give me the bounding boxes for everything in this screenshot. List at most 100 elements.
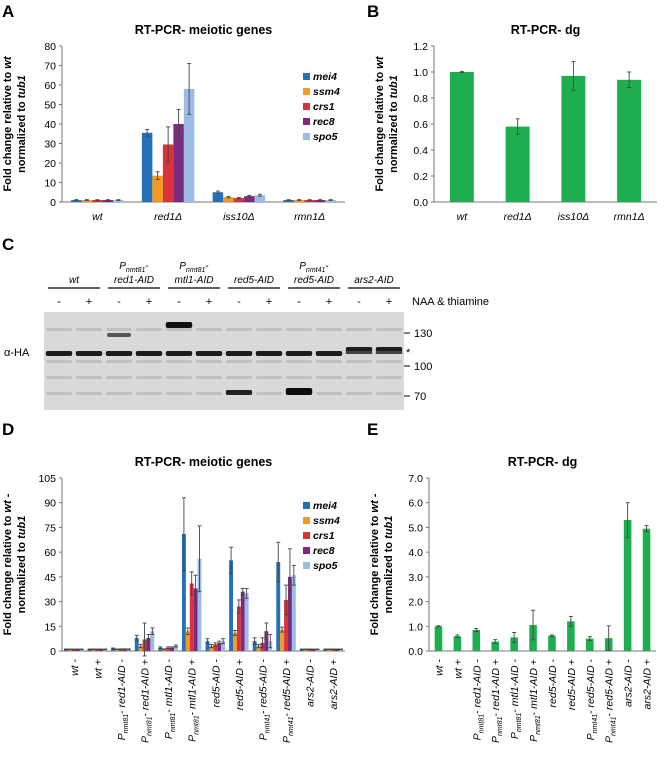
chart-d-errorbar-3-0 [134,634,139,641]
chart-e-ytick-label-3: 3.0 [408,572,423,584]
chart-d-bar-8-3 [264,631,269,651]
chart-d-bar-11-1 [327,649,332,651]
chart-d-errorbar-0-0 [63,648,68,651]
blot-lane-sign-6: - [237,296,241,308]
chart-a-legend-label-3: rec8 [313,116,335,128]
chart-d-bar-3-0 [134,637,139,651]
chart-a-legend-swatch-1 [303,88,310,95]
chart-b-ytick-label-5: 1.0 [413,67,428,79]
chart-a-bar-1-1 [152,175,163,202]
chart-d-bar-3-3 [146,637,151,651]
blot-main-band-7 [255,351,283,356]
chart-d-bar-1-2 [95,649,100,651]
chart-d-bar-1-1 [91,649,96,651]
chart-d-bar-10-4 [315,649,320,651]
blot-faint-band-2-4 [166,376,192,379]
chart-d-errorbar-5-4 [197,525,202,593]
chart-a-errorbar-0-2 [95,199,100,201]
chart-d-errorbar-8-1 [256,643,261,649]
chart-a-legend-swatch-2 [303,103,310,110]
chart-a-errorbar-0-1 [84,199,89,201]
chart-d-ytick-label-3: 45 [44,572,56,584]
chart-b: RT-PCR- dg Fold change relative to wtnorm… [374,23,657,223]
blot-main-band-0 [45,351,73,356]
blot-group-name-5: ars2-AID [354,275,393,286]
chart-a-ytick-label-1: 10 [44,178,56,190]
chart-d-bar-11-3 [335,649,340,651]
chart-d-bar-7-2 [236,606,241,651]
blot-faint-band-2-1 [76,376,102,379]
chart-e-errorbar-6-0 [549,634,554,637]
chart-a-ytick-label-6: 60 [44,80,56,92]
chart-a-errorbar-3-2 [307,199,312,201]
chart-a-bar-3-3 [314,200,326,202]
chart-a-bar-3-1 [293,200,305,202]
blot-group-3: red5-AID [228,275,280,289]
chart-d-errorbar-8-4 [268,634,273,649]
chart-b-bar-0-0 [449,72,474,202]
chart-d-bar-6-2 [213,644,218,651]
blot-group-name-1: red1-AID [114,275,154,286]
chart-d-bar-9-4 [291,575,296,651]
chart-d-ytick-label-7: 105 [38,473,56,485]
chart-a-errorbar-1-1 [155,171,160,181]
chart-d-xtick-label-7: red5-AID + [234,659,246,710]
chart-e-errorbar-1-0 [455,634,460,638]
blot-faint-band-1-8 [286,360,312,363]
blot-red5-band [225,390,253,395]
chart-e-errorbar-10-0 [625,502,630,538]
chart-d-bar-9-0 [276,562,281,651]
chart-d-errorbar-2-4 [126,648,131,651]
chart-d: RT-PCR- meiotic genes Fold change relativ… [2,455,345,743]
chart-a-errorbar-2-0 [215,190,220,194]
chart-d-errorbar-11-1 [327,648,332,651]
blot-group-4: Pnmt41-red5-AID [288,261,340,289]
chart-d-errorbar-6-3 [217,640,222,645]
chart-e-bar-8-0 [586,638,594,651]
chart-a-title: RT-PCR- meiotic genes [135,23,273,37]
chart-d-bar-10-2 [307,649,312,651]
blot-nonspecific-mark: * [406,347,411,359]
blot-ars2-band-lower-11 [375,351,403,354]
chart-a-ylabel-line2: normalized to tub1 [16,75,28,173]
chart-e-xtick-label-4: Pnmt81- mtl1-AID - [509,659,523,740]
chart-e: RT-PCR- dg Fold change relative to wt -no… [369,455,656,743]
chart-e-errorbar-2-0 [474,628,479,632]
blot-red1-band [107,333,131,337]
chart-d-bar-2-0 [111,648,116,651]
blot-faint-band-0-8 [286,328,312,331]
chart-a-bar-3-4 [325,200,336,202]
blot-faint-band-2-9 [316,376,342,379]
blot-faint-band-2-3 [136,376,162,379]
blot-main-band-2 [105,351,133,356]
chart-d-bar-0-3 [75,649,80,651]
chart-d-errorbar-10-2 [307,648,312,651]
chart-d-errorbar-5-0 [181,497,186,571]
chart-d-errorbar-10-3 [311,648,316,651]
chart-d-xtick-label-0: wt - [69,659,81,676]
chart-d-errorbar-2-2 [118,648,123,651]
blot-main-band-8 [285,351,313,356]
panel-label-c: C [2,235,14,254]
chart-a-ytick-label-8: 80 [44,41,56,53]
chart-a-bar-3-2 [304,200,315,202]
chart-d-errorbar-6-1 [209,643,214,649]
chart-a-errorbar-2-3 [247,194,252,198]
chart-a-errorbar-3-3 [318,199,323,201]
blot-faint-band-3-11 [376,392,402,395]
blot-group-name-2: mtl1-AID [175,275,214,286]
blot-group-name-3: red5-AID [234,275,274,286]
chart-b-errorbar-0-0 [459,70,464,74]
chart-a-bar-3-0 [283,200,294,202]
chart-b-xtick-label-1: red1Δ [504,211,532,223]
chart-e-bar-11-0 [642,528,651,651]
chart-e-xtick-label-0: wt - [433,659,445,676]
chart-d-ytick-label-1: 15 [44,621,56,633]
blot-faint-band-3-3 [136,392,162,395]
blot-faint-band-1-2 [106,360,132,363]
chart-b-ytick-label-6: 1.2 [413,41,428,53]
chart-d-errorbar-9-2 [284,584,289,616]
chart-e-bar-7-0 [567,621,575,651]
